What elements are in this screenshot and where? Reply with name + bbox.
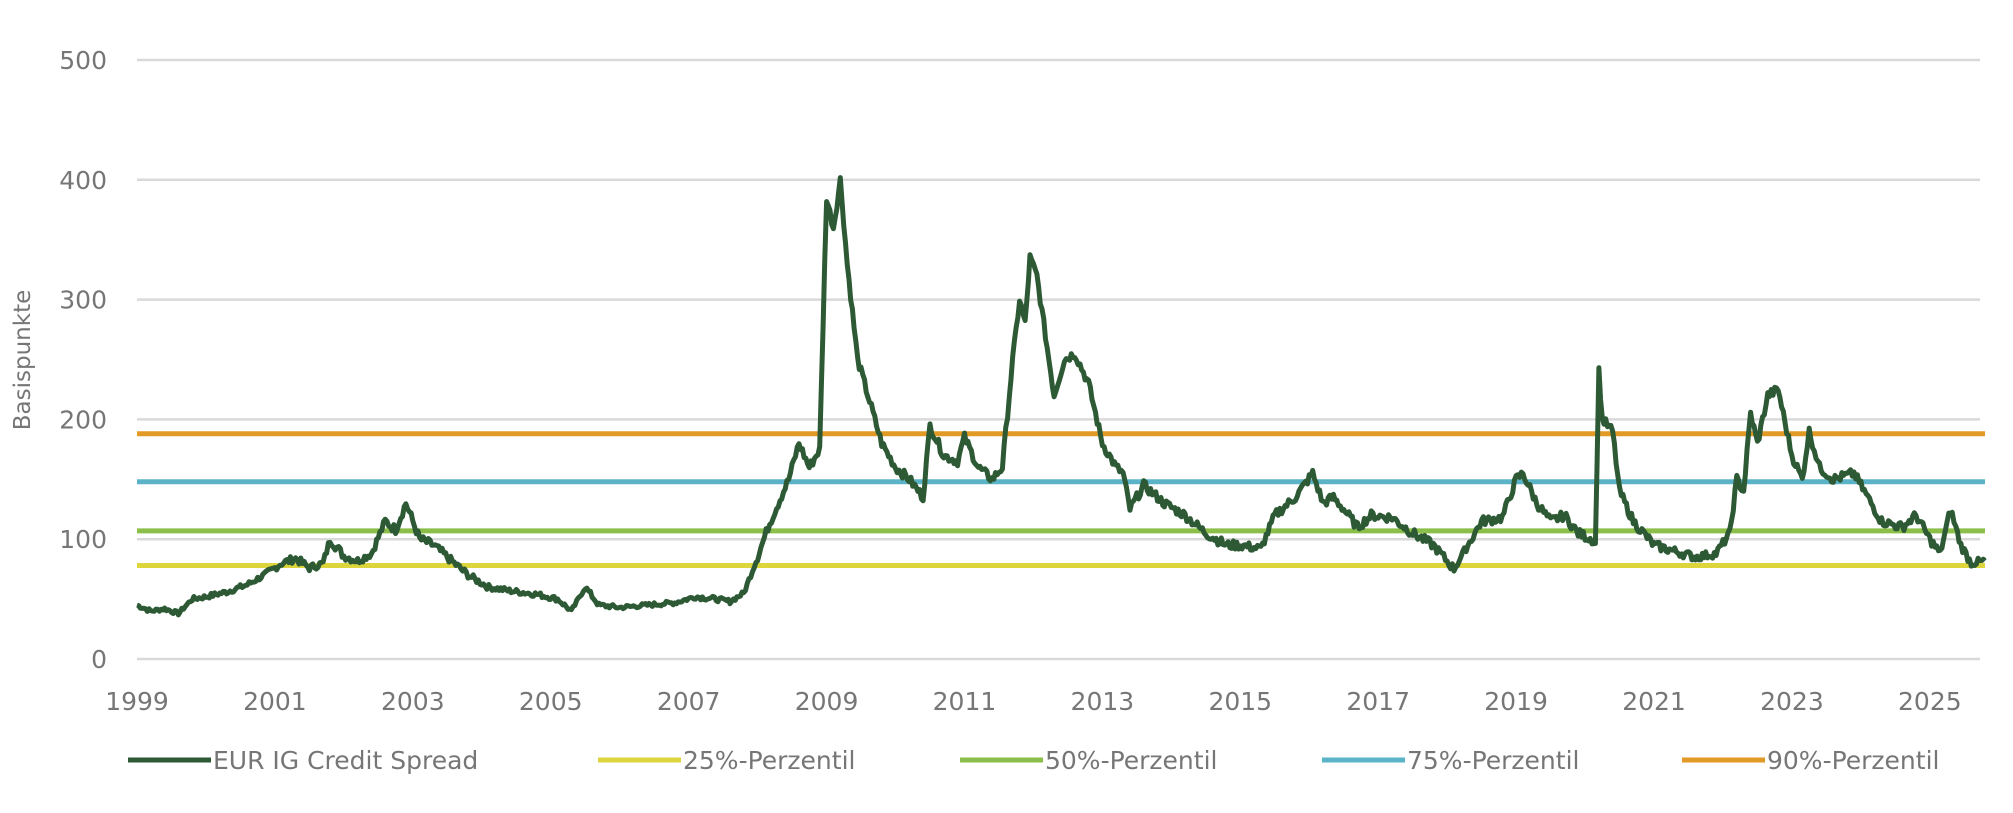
- legend-label: EUR IG Credit Spread: [213, 746, 478, 775]
- legend-label: 75%-Perzentil: [1407, 746, 1579, 775]
- eur-ig-credit-spread-line: [136, 175, 1987, 618]
- x-tick-label: 2023: [1760, 687, 1824, 716]
- y-tick-label: 0: [91, 645, 107, 674]
- x-tick-label: 2019: [1484, 687, 1548, 716]
- y-tick-label: 500: [59, 46, 107, 75]
- x-tick-label: 2015: [1208, 687, 1272, 716]
- x-tick-label: 2005: [519, 687, 583, 716]
- legend-label: 90%-Perzentil: [1767, 746, 1939, 775]
- y-tick-label: 400: [59, 166, 107, 195]
- legend-label: 25%-Perzentil: [683, 746, 855, 775]
- x-axis-tick-labels: 1999 2001 2003 2005 2007 2009 2011 2013 2015 2017…: [105, 687, 1961, 716]
- x-tick-label: 2013: [1071, 687, 1135, 716]
- y-axis-tick-labels: 0 100 200 300 400 500: [59, 46, 107, 674]
- x-tick-label: 2011: [933, 687, 997, 716]
- legend: EUR IG Credit Spread 25%-Perzentil 50%-Per…: [128, 746, 1939, 775]
- x-tick-label: 2017: [1346, 687, 1410, 716]
- y-axis-label: Basispunkte: [10, 290, 36, 430]
- x-tick-label: 2009: [795, 687, 859, 716]
- x-tick-label: 1999: [105, 687, 169, 716]
- x-tick-label: 2021: [1622, 687, 1686, 716]
- y-tick-label: 200: [59, 405, 107, 434]
- y-tick-label: 100: [59, 525, 107, 554]
- gridlines: [137, 58, 1980, 661]
- y-tick-label: 300: [59, 286, 107, 315]
- x-tick-label: 2003: [381, 687, 445, 716]
- spread-series: [136, 175, 1987, 618]
- percentile-lines: [137, 431, 1985, 569]
- x-tick-label: 2025: [1898, 687, 1962, 716]
- x-tick-label: 2007: [657, 687, 721, 716]
- x-tick-label: 2001: [243, 687, 307, 716]
- legend-label: 50%-Perzentil: [1045, 746, 1217, 775]
